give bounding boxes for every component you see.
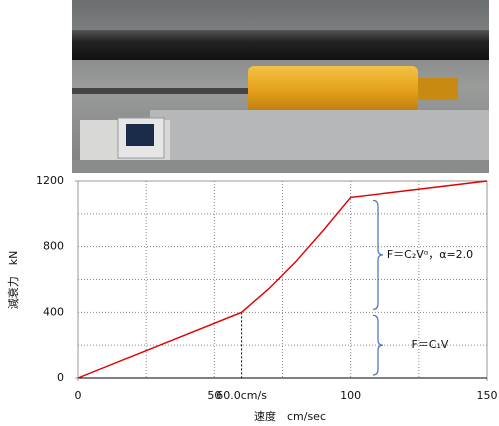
annotation: F＝C₁V — [412, 338, 449, 351]
brace — [372, 314, 384, 376]
x-axis-label: 速度 cm/sec — [254, 409, 326, 423]
y-tick-label: 400 — [43, 305, 64, 318]
x-tick-label: 100 — [340, 389, 361, 402]
x-tick-label: 0 — [75, 389, 82, 402]
y-axis-label: 減衰力 kN — [6, 251, 20, 310]
x-tick-label: 50 — [207, 389, 221, 402]
photo — [72, 0, 489, 173]
annotation: 60.0cm/s — [216, 389, 267, 402]
y-tick-label: 1200 — [36, 174, 64, 187]
y-tick-label: 800 — [43, 240, 64, 253]
brace — [372, 199, 384, 310]
x-tick-label: 150 — [477, 389, 498, 402]
annotation: F＝C₂Vᵅ，α=2.0 — [387, 248, 473, 261]
data-line — [77, 180, 488, 379]
y-tick-label: 0 — [57, 371, 64, 384]
